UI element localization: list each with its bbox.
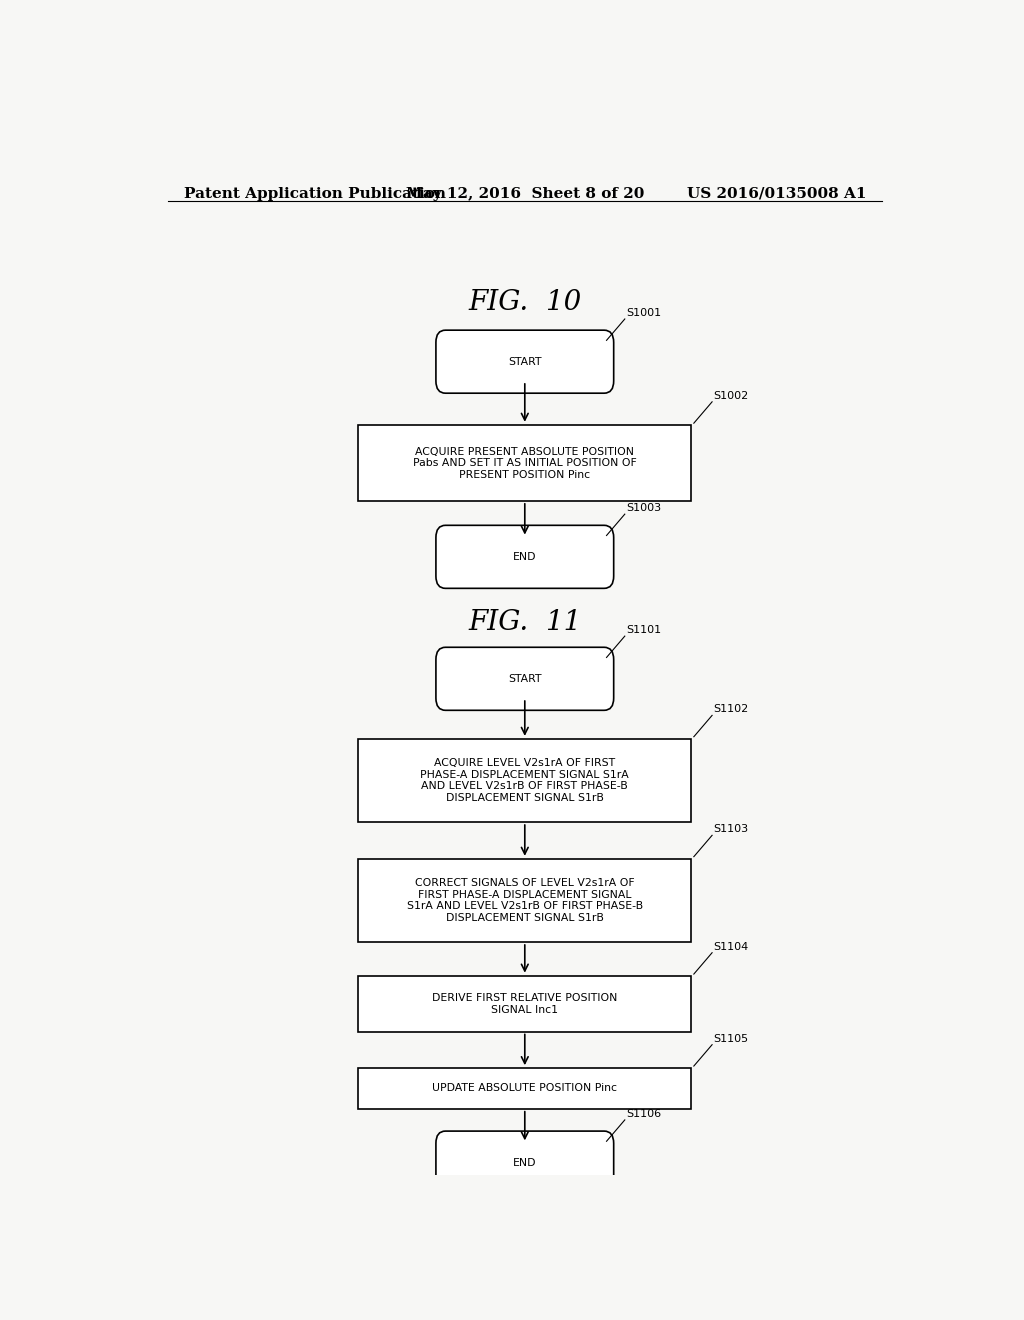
Text: CORRECT SIGNALS OF LEVEL V2s1rA OF
FIRST PHASE-A DISPLACEMENT SIGNAL
S1rA AND LE: CORRECT SIGNALS OF LEVEL V2s1rA OF FIRST… — [407, 878, 643, 923]
FancyBboxPatch shape — [436, 525, 613, 589]
Text: May 12, 2016  Sheet 8 of 20: May 12, 2016 Sheet 8 of 20 — [406, 187, 644, 201]
Text: ACQUIRE PRESENT ABSOLUTE POSITION
Pabs AND SET IT AS INITIAL POSITION OF
PRESENT: ACQUIRE PRESENT ABSOLUTE POSITION Pabs A… — [413, 446, 637, 480]
Bar — [358, 1068, 691, 1109]
Text: S1101: S1101 — [627, 626, 662, 635]
Text: S1106: S1106 — [627, 1109, 662, 1119]
Text: S1105: S1105 — [714, 1034, 749, 1044]
Text: ACQUIRE LEVEL V2s1rA OF FIRST
PHASE-A DISPLACEMENT SIGNAL S1rA
AND LEVEL V2s1rB : ACQUIRE LEVEL V2s1rA OF FIRST PHASE-A DI… — [421, 758, 629, 803]
Text: S1003: S1003 — [627, 503, 662, 513]
Text: DERIVE FIRST RELATIVE POSITION
SIGNAL Inc1: DERIVE FIRST RELATIVE POSITION SIGNAL In… — [432, 993, 617, 1015]
Text: S1103: S1103 — [714, 824, 749, 834]
Text: Patent Application Publication: Patent Application Publication — [183, 187, 445, 201]
Bar — [358, 975, 691, 1032]
Text: S1001: S1001 — [627, 308, 662, 318]
Text: END: END — [513, 1158, 537, 1168]
Text: S1002: S1002 — [714, 391, 749, 401]
Bar — [358, 739, 691, 822]
FancyBboxPatch shape — [436, 1131, 613, 1195]
Text: FIG.  10: FIG. 10 — [468, 289, 582, 315]
Text: UPDATE ABSOLUTE POSITION Pinc: UPDATE ABSOLUTE POSITION Pinc — [432, 1084, 617, 1093]
FancyBboxPatch shape — [436, 330, 613, 393]
Text: S1104: S1104 — [714, 941, 749, 952]
Bar — [358, 859, 691, 942]
Text: START: START — [508, 673, 542, 684]
Text: END: END — [513, 552, 537, 562]
Bar — [358, 425, 691, 502]
Text: S1102: S1102 — [714, 705, 749, 714]
Text: START: START — [508, 356, 542, 367]
FancyBboxPatch shape — [436, 647, 613, 710]
Text: FIG.  11: FIG. 11 — [468, 609, 582, 636]
Text: US 2016/0135008 A1: US 2016/0135008 A1 — [686, 187, 866, 201]
